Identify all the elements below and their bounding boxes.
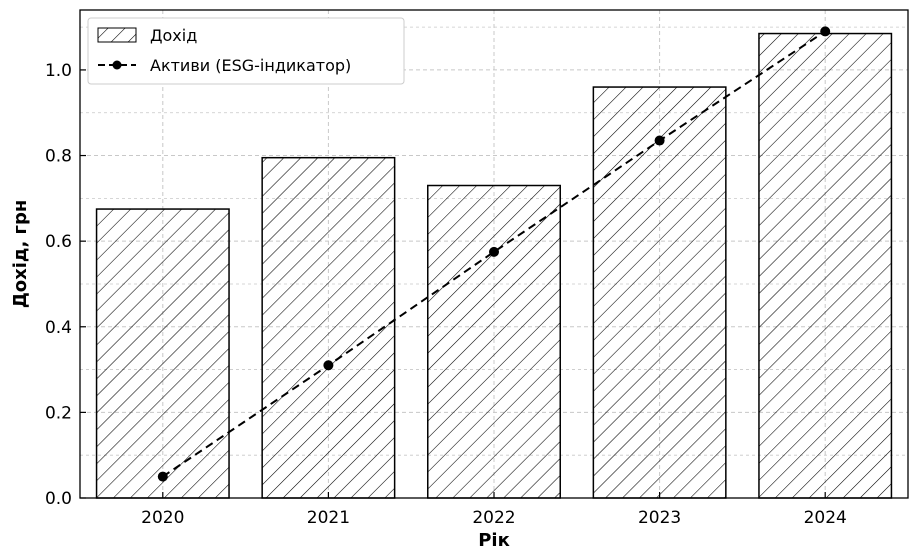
line-point-2024 [820, 26, 831, 37]
legend-box [87, 17, 405, 85]
line-point-2023 [654, 135, 665, 146]
legend-swatch-marker [112, 60, 122, 70]
bar-2020 [95, 208, 230, 499]
y-tick-label: 0.0 [45, 489, 72, 509]
line-point-2021 [323, 360, 334, 371]
line-point-2022 [489, 246, 499, 257]
line-point-2020 [157, 471, 168, 482]
bar-2022 [427, 184, 561, 499]
bar-2024 [758, 32, 893, 499]
y-axis-label: Дохід, грн [10, 200, 31, 309]
line-series [157, 26, 831, 482]
y-tick-label: 1.0 [45, 61, 72, 81]
legend-label-line: Активи (ESG-індикатор) [150, 56, 351, 75]
x-tick-label: 2020 [141, 508, 184, 528]
bar-2023 [592, 86, 727, 499]
line-series-path [162, 30, 826, 478]
x-axis-label: Рік [478, 530, 510, 550]
legend-label-bar: Дохід [150, 26, 197, 45]
y-tick-label: 0.6 [45, 232, 72, 252]
bar-2021 [261, 156, 396, 499]
x-tick-label: 2021 [307, 508, 350, 528]
y-tick-label: 0.2 [45, 403, 72, 423]
x-tick-label: 2022 [472, 508, 515, 528]
bars [95, 32, 893, 499]
legend: Дохід Активи (ESG-індикатор) [87, 17, 405, 85]
axes: 0.0 0.2 0.4 0.6 0.8 1.0 2020 2021 2022 2023 2024 [45, 61, 847, 528]
y-tick-label: 0.4 [45, 318, 72, 338]
x-tick-label: 2023 [638, 508, 681, 528]
y-tick-label: 0.8 [45, 147, 72, 167]
x-tick-label: 2024 [804, 508, 847, 528]
legend-swatch-bar [97, 27, 137, 43]
